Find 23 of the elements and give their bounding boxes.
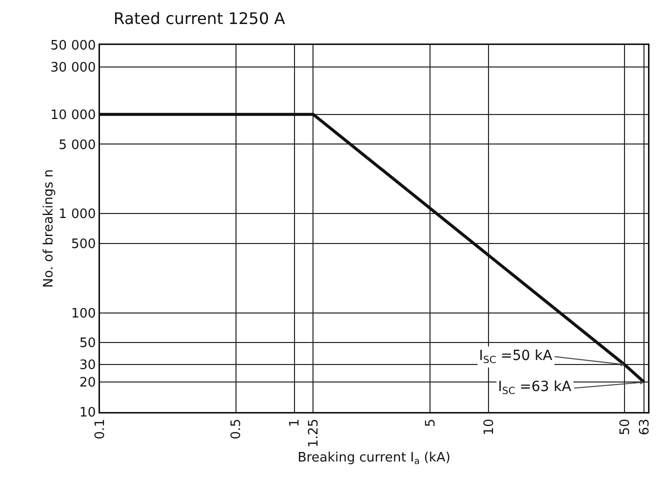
x-tick-label: 5 <box>423 418 438 427</box>
y-tick-label: 50 <box>79 336 96 352</box>
x-tick-label: 50 <box>618 418 633 436</box>
y-tick-label: 50 000 <box>50 38 96 54</box>
y-tick-label: 500 <box>71 236 96 252</box>
annotation: I$_{SC}$ =63 kA <box>498 379 572 397</box>
x-tick-label: 1 <box>288 418 303 427</box>
y-tick-label: 10 000 <box>50 108 96 123</box>
y-tick-label: 5 000 <box>58 138 96 153</box>
y-tick-label: 100 <box>71 306 96 322</box>
y-tick-label: 30 <box>79 358 96 374</box>
annotation: I$_{SC}$ =50 kA <box>479 348 553 366</box>
x-tick-label: 10 <box>482 418 497 436</box>
x-tick-label: 0.5 <box>229 418 244 440</box>
y-tick-label: 30 000 <box>50 60 96 76</box>
x-tick-label: 0.1 <box>93 418 108 440</box>
y-tick-label: 1 000 <box>58 207 96 222</box>
x-tick-label: 1.25 <box>306 418 322 448</box>
x-tick-label: 63 <box>637 418 652 436</box>
y-axis-title: No. of breakings n <box>42 169 57 288</box>
y-tick-label: 20 <box>79 376 96 391</box>
x-axis-title: Breaking current I$_{a}$ (kA) <box>298 450 450 468</box>
chart-title: Rated current 1250 A <box>114 8 286 28</box>
